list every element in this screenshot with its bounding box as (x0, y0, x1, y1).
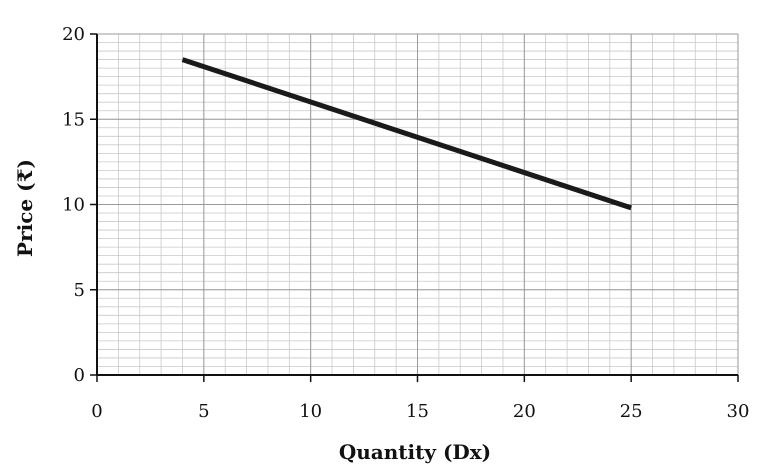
x-tick-label: 25 (620, 401, 643, 422)
x-tick-labels: 0 5 10 15 20 25 30 (91, 401, 749, 422)
x-tick-label: 0 (91, 401, 102, 422)
y-tick-label: 5 (74, 280, 85, 301)
y-axis-title: Price (₹) (13, 159, 37, 257)
x-tick-label: 20 (513, 401, 536, 422)
y-tick-label: 15 (62, 109, 85, 130)
x-tick-label: 30 (727, 401, 750, 422)
y-tick-labels: 0 5 10 15 20 (62, 24, 85, 386)
tick-marks (90, 33, 739, 382)
demand-line (181, 57, 632, 211)
x-tick-label: 5 (198, 401, 209, 422)
x-tick-label: 15 (406, 401, 429, 422)
y-tick-label: 10 (62, 195, 85, 216)
x-axis-title: Quantity (Dx) (339, 440, 491, 464)
y-tick-label: 20 (62, 24, 85, 45)
series-group (181, 57, 632, 211)
y-tick-label: 0 (74, 365, 85, 386)
x-tick-label: 10 (299, 401, 322, 422)
